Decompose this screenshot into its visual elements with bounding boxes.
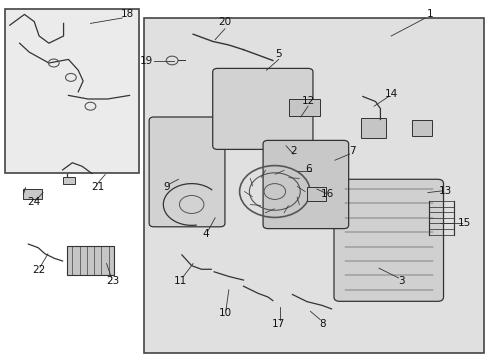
Bar: [306, 187, 325, 201]
Text: 17: 17: [271, 319, 285, 329]
Bar: [360, 118, 386, 138]
Text: 15: 15: [457, 218, 470, 228]
Text: 14: 14: [384, 89, 397, 99]
Text: 24: 24: [27, 197, 41, 207]
Bar: [144, 18, 483, 353]
Text: 20: 20: [218, 17, 231, 27]
Text: 2: 2: [289, 146, 296, 156]
Bar: [67, 246, 114, 275]
Bar: [62, 177, 75, 184]
Bar: [23, 189, 42, 199]
Text: 10: 10: [218, 308, 231, 318]
Text: 5: 5: [275, 49, 282, 59]
Bar: [289, 99, 319, 116]
Text: 23: 23: [105, 276, 119, 286]
Text: 19: 19: [140, 56, 153, 66]
Bar: [5, 9, 139, 173]
Text: 8: 8: [319, 319, 325, 329]
FancyBboxPatch shape: [212, 68, 312, 149]
FancyBboxPatch shape: [263, 140, 348, 229]
Text: 4: 4: [202, 229, 208, 239]
Text: 21: 21: [91, 182, 104, 192]
Bar: [411, 120, 431, 136]
Text: 16: 16: [320, 189, 334, 199]
Text: 22: 22: [32, 265, 46, 275]
Text: 11: 11: [174, 276, 187, 286]
Text: 1: 1: [426, 9, 433, 19]
Text: 12: 12: [301, 96, 314, 106]
Text: 7: 7: [348, 146, 355, 156]
FancyBboxPatch shape: [149, 117, 224, 227]
Text: 13: 13: [437, 186, 451, 196]
Text: 6: 6: [304, 164, 311, 174]
Text: 18: 18: [120, 9, 134, 19]
Text: 3: 3: [397, 276, 404, 286]
Text: 9: 9: [163, 182, 169, 192]
FancyBboxPatch shape: [333, 179, 443, 301]
